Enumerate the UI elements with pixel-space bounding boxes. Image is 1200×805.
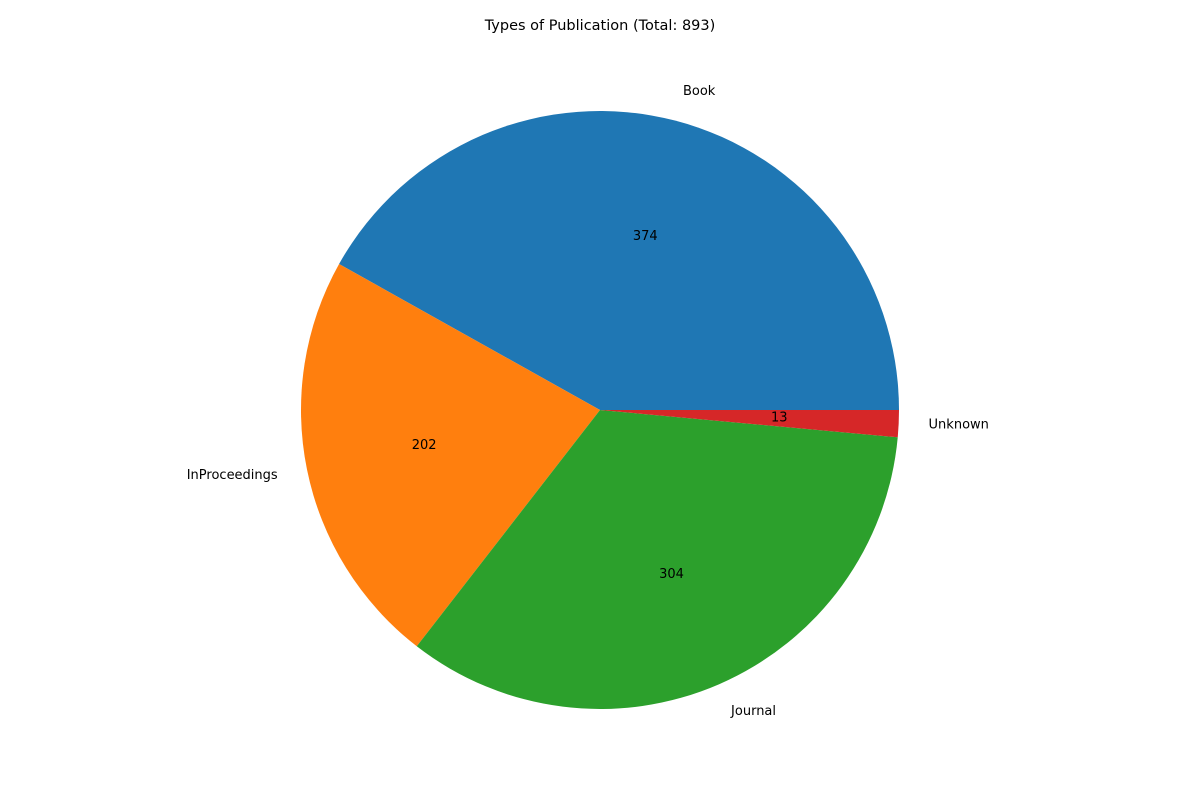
pie-slice-journal: [416, 410, 898, 709]
value-label-inproceedings: 202: [412, 438, 437, 453]
pie-slice-unknown: [600, 410, 899, 438]
value-label-journal: 304: [659, 567, 684, 582]
value-label-unknown: 13: [771, 411, 788, 426]
value-label-book: 374: [633, 229, 658, 244]
slice-label-inproceedings: InProceedings: [187, 468, 278, 483]
slice-label-journal: Journal: [730, 704, 776, 719]
pie-slices: [301, 111, 899, 709]
chart-title: Types of Publication (Total: 893): [484, 18, 716, 34]
pie-slice-book: [339, 111, 899, 410]
pie-labels: Book 374 InProceedings 202 Journal 304 Unknown…: [187, 84, 989, 719]
slice-label-unknown: Unknown: [929, 418, 989, 433]
pie-slice-inproceedings: [301, 264, 600, 647]
slice-label-book: Book: [683, 84, 716, 99]
